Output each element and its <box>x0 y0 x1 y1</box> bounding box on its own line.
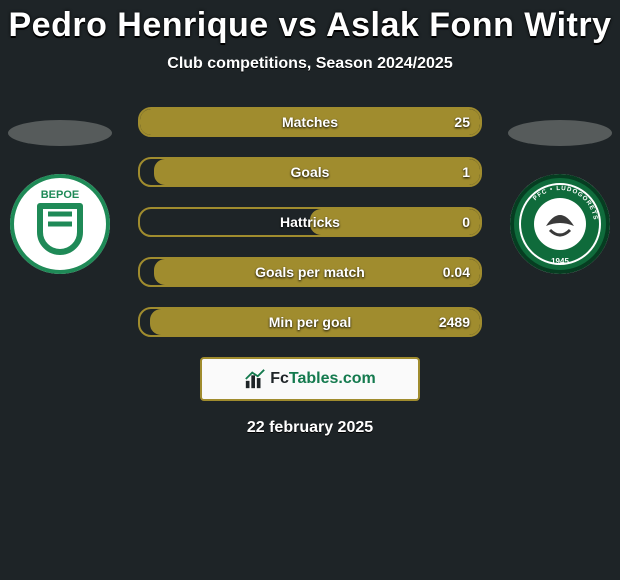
stat-row-hattricks: Hattricks 0 <box>138 207 482 237</box>
stat-bars: Matches 25 Goals 1 Hattricks 0 Goals per… <box>0 107 620 337</box>
stat-row-mpg: Min per goal 2489 <box>138 307 482 337</box>
watermark-brand-right: Tables.com <box>289 370 376 387</box>
page-title: Pedro Henrique vs Aslak Fonn Witry <box>0 0 620 45</box>
comparison-card: Pedro Henrique vs Aslak Fonn Witry Club … <box>0 0 620 580</box>
stat-row-goals: Goals 1 <box>138 157 482 187</box>
watermark-text: FcTables.com <box>270 370 376 388</box>
watermark: FcTables.com <box>200 357 420 401</box>
watermark-brand-left: Fc <box>270 370 289 387</box>
stat-fill <box>154 259 480 285</box>
subtitle: Club competitions, Season 2024/2025 <box>0 55 620 73</box>
stat-row-matches: Matches 25 <box>138 107 482 137</box>
stat-row-gpm: Goals per match 0.04 <box>138 257 482 287</box>
bars-icon <box>244 368 266 390</box>
stat-fill <box>150 309 480 335</box>
stat-fill <box>154 159 480 185</box>
stat-fill <box>310 209 480 235</box>
date: 22 february 2025 <box>0 419 620 437</box>
stat-fill <box>140 109 480 135</box>
